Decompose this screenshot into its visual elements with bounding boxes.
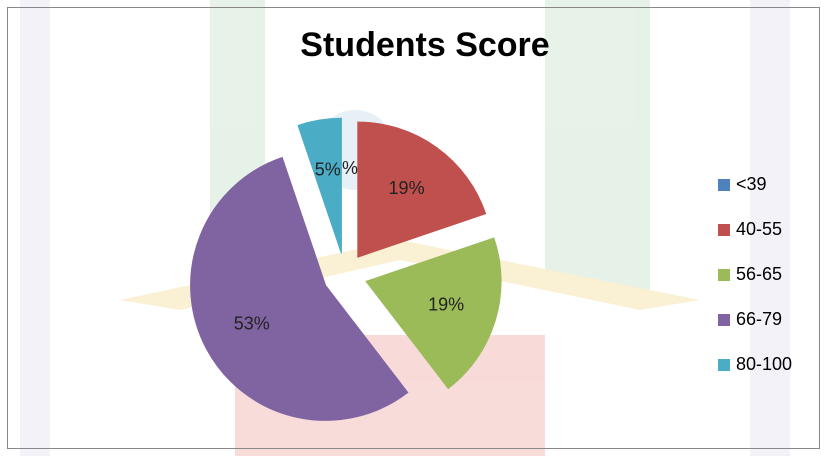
pie-slice — [297, 117, 342, 254]
legend-label: 66-79 — [736, 309, 782, 329]
legend-label: 56-65 — [736, 264, 782, 284]
legend-swatch — [718, 269, 730, 281]
data-label: 19% — [428, 294, 464, 314]
stripe — [20, 0, 50, 456]
legend-label: <39 — [736, 174, 767, 194]
legend-swatch — [718, 224, 730, 236]
data-label: 19% — [389, 178, 425, 198]
legend-label: 80-100 — [736, 354, 792, 374]
pie-slice — [365, 237, 502, 390]
stripe — [750, 0, 790, 456]
pie-slice — [357, 121, 487, 258]
pie-slice — [190, 156, 409, 421]
data-label: 5% — [315, 159, 341, 179]
frame — [7, 7, 820, 449]
chart-title: Students Score — [300, 26, 549, 64]
band — [120, 240, 700, 310]
legend-label: 40-55 — [736, 219, 782, 239]
stripe — [545, 0, 650, 290]
legend-swatch — [718, 179, 730, 191]
legend-swatch — [718, 359, 730, 371]
legend-swatch — [718, 314, 730, 326]
data-label: 53% — [234, 314, 270, 334]
